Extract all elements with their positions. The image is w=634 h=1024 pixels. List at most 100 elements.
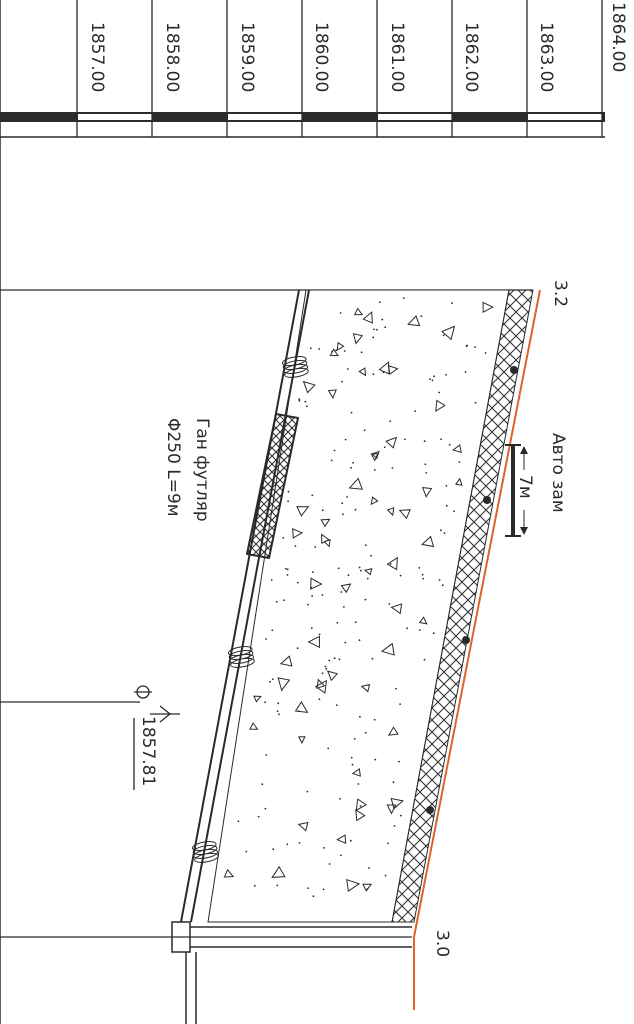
sand-dot xyxy=(368,867,370,869)
gravel-triangle xyxy=(387,726,399,736)
sand-dot xyxy=(311,494,314,497)
sand-dot xyxy=(275,600,278,603)
sand-dot xyxy=(429,378,431,380)
sand-dot xyxy=(474,401,477,404)
sand-dot xyxy=(271,678,274,680)
gravel-triangle xyxy=(271,865,286,878)
gravel-triangle xyxy=(329,348,340,357)
backfill-gravel-triangles xyxy=(223,301,494,893)
sand-dot xyxy=(340,591,343,593)
sand-dot xyxy=(440,438,442,441)
gravel-triangle xyxy=(223,868,235,878)
sand-dot xyxy=(346,368,349,370)
sand-dot xyxy=(327,747,330,750)
sand-dot xyxy=(381,318,384,321)
station-label-bottom: 3.0 xyxy=(432,930,452,957)
sand-dot xyxy=(269,680,271,683)
sand-dot xyxy=(321,594,324,596)
sand-dot xyxy=(422,577,425,580)
sand-dot xyxy=(318,698,321,701)
sand-dot xyxy=(406,627,408,630)
sand-dot xyxy=(324,665,327,668)
road-pavement-hatch xyxy=(391,289,534,923)
gravel-triangle xyxy=(296,506,310,517)
sand-dot xyxy=(474,346,476,348)
sand-dot xyxy=(364,598,367,601)
sand-dot xyxy=(443,532,446,534)
sand-dot xyxy=(389,563,392,565)
sand-dot xyxy=(451,302,453,305)
sand-dot xyxy=(464,371,467,373)
gravel-triangle xyxy=(249,722,259,730)
sand-dot xyxy=(350,756,353,759)
sand-dot xyxy=(321,509,324,512)
gravel-triangle xyxy=(297,736,306,745)
elevation-label: 1862.00 xyxy=(461,22,481,92)
sand-dot xyxy=(445,374,447,376)
elevation-label: 1858.00 xyxy=(162,22,182,92)
gravel-triangle xyxy=(362,883,373,892)
casing-label-line1: Ган футляр xyxy=(192,418,212,522)
sand-dot xyxy=(373,469,376,471)
sand-dot xyxy=(378,301,381,304)
sand-dot xyxy=(373,718,376,721)
sand-dot xyxy=(383,446,386,449)
sand-dot xyxy=(395,687,397,690)
gravel-triangle xyxy=(327,389,337,400)
gravel-triangle xyxy=(294,700,309,713)
sand-dot xyxy=(276,884,279,887)
sand-dot xyxy=(373,328,375,331)
sand-dot xyxy=(341,502,344,505)
sand-dot xyxy=(431,379,434,382)
sand-dot xyxy=(423,658,426,661)
pipe-joint xyxy=(281,356,309,378)
sand-dot xyxy=(328,659,331,662)
gravel-triangle xyxy=(355,809,366,822)
pipe xyxy=(180,289,310,923)
gravel-triangle xyxy=(292,528,304,539)
backfill-sand-dots xyxy=(237,297,487,898)
gravel-triangle xyxy=(310,577,323,590)
gravel-triangle xyxy=(386,804,397,815)
sand-dot xyxy=(323,847,325,849)
sand-dot xyxy=(257,815,260,818)
sand-dot xyxy=(264,807,267,810)
sand-dot xyxy=(261,783,264,786)
sand-dot xyxy=(399,703,401,705)
gravel-triangle xyxy=(385,436,398,449)
gravel-triangle xyxy=(398,509,411,520)
sand-dot xyxy=(270,579,273,581)
sand-dot xyxy=(307,603,309,606)
gravel-triangle xyxy=(316,678,326,689)
sand-dot xyxy=(333,657,336,660)
sand-dot xyxy=(384,326,387,329)
sand-dot xyxy=(286,568,289,571)
gravel-triangle xyxy=(348,477,364,490)
sand-dot xyxy=(360,351,363,354)
invert-level-label: 1857.81 xyxy=(138,716,158,786)
sand-dot xyxy=(354,621,357,624)
sand-dot xyxy=(297,581,299,584)
sand-dot xyxy=(366,577,369,580)
gravel-triangle xyxy=(421,535,435,548)
sand-dot xyxy=(364,544,367,547)
elevation-label: 1864.00 xyxy=(608,2,628,72)
sand-dot xyxy=(387,842,389,845)
sand-dot xyxy=(458,461,461,463)
sand-dot xyxy=(438,579,441,581)
sand-dot xyxy=(414,410,417,412)
pipe-joint xyxy=(191,841,219,863)
gravel-triangle xyxy=(253,695,262,703)
sand-dot xyxy=(328,863,331,865)
sand-dot xyxy=(399,574,402,577)
gravel-triangle xyxy=(386,507,395,517)
sand-dot xyxy=(321,672,324,675)
gravel-triangle xyxy=(355,798,368,812)
sand-dot xyxy=(402,297,405,299)
casing-label-line2: Φ250 L=9м xyxy=(163,418,183,517)
sand-dot xyxy=(421,573,424,576)
sand-dot xyxy=(388,603,391,605)
sand-dot xyxy=(354,508,357,511)
gravel-triangle xyxy=(390,797,404,810)
